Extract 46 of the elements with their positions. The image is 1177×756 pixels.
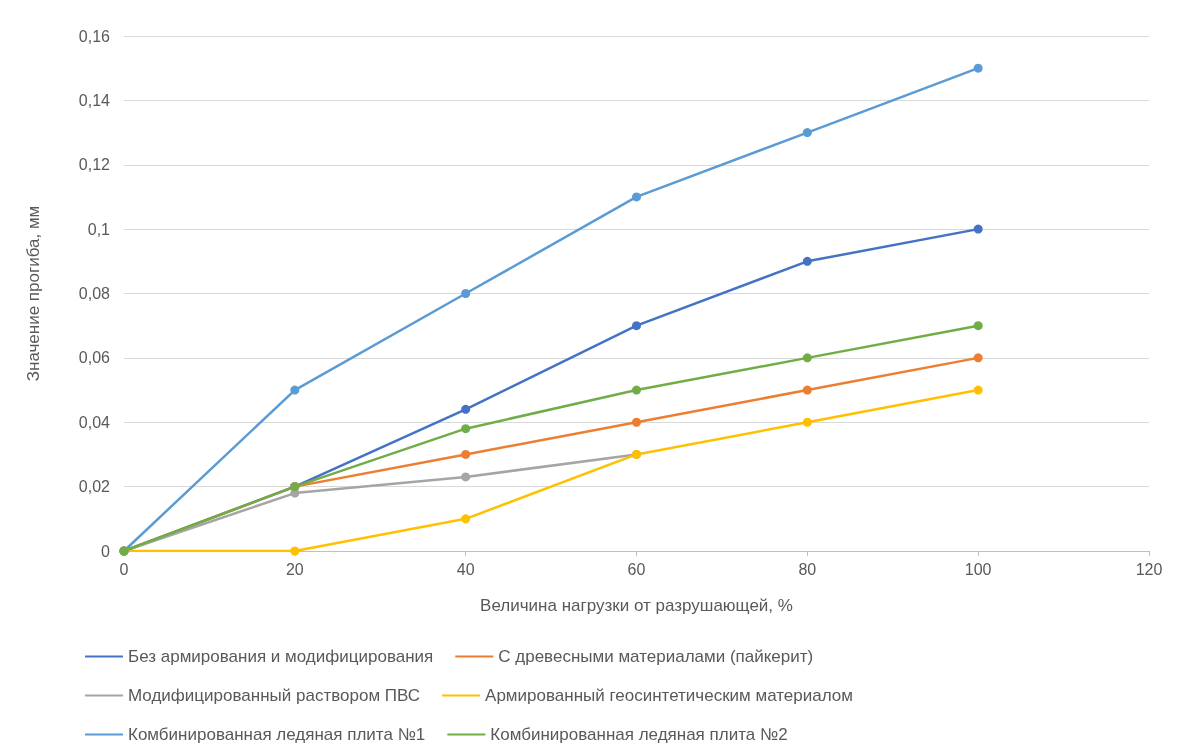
- point: [461, 404, 471, 414]
- point: [632, 192, 641, 202]
- point: [632, 385, 641, 395]
- point: [290, 385, 300, 395]
- point: [802, 128, 812, 138]
- y-tick-label: 0,02: [78, 478, 111, 496]
- y-tick-label: 0,14: [78, 91, 111, 109]
- point: [632, 321, 641, 331]
- y-tick-label: 0: [101, 542, 111, 560]
- x-tick-label: 40: [456, 560, 475, 578]
- point: [802, 417, 812, 427]
- point: [973, 385, 983, 395]
- legend-label: Модифицированный раствором ПВС: [128, 686, 421, 705]
- y-axis-title: Значение прогиба, мм: [24, 205, 43, 382]
- point: [632, 417, 641, 427]
- point: [461, 424, 471, 434]
- point: [461, 514, 471, 524]
- y-tick-label: 0,04: [78, 413, 111, 431]
- x-tick-label: 100: [964, 560, 992, 578]
- point: [461, 449, 471, 459]
- x-tick-label: 20: [285, 560, 304, 578]
- point: [973, 321, 983, 331]
- point: [973, 353, 983, 363]
- legend-label: С древесными материалами (пайкерит): [498, 647, 814, 666]
- legend-label: Без армирования и модифицирования: [128, 647, 434, 666]
- point: [461, 289, 471, 298]
- y-tick-label: 0,06: [78, 349, 111, 367]
- x-tick-label: 80: [798, 560, 817, 578]
- x-tick-label: 60: [627, 560, 646, 578]
- legend-label: Комбинированная ледяная плита №2: [490, 725, 788, 744]
- point: [290, 546, 300, 556]
- point: [802, 353, 812, 363]
- y-tick-label: 0,08: [78, 285, 111, 302]
- y-tick-label: 0,16: [78, 27, 111, 45]
- y-tick-label: 0,12: [78, 156, 111, 174]
- point: [973, 224, 983, 234]
- legend-label: Комбинированная ледяная плита №1: [128, 725, 426, 744]
- point: [461, 472, 471, 482]
- point: [802, 256, 812, 266]
- x-tick-label: 0: [119, 560, 129, 578]
- point: [973, 63, 983, 73]
- x-tick-label: 120: [1135, 560, 1163, 578]
- x-axis-title: Величина нагрузки от разрушающей, %: [480, 596, 793, 615]
- legend-label: Армированный геосинтетическим материалом: [485, 686, 853, 705]
- point: [802, 385, 812, 395]
- y-tick-label: 0,1: [87, 220, 111, 238]
